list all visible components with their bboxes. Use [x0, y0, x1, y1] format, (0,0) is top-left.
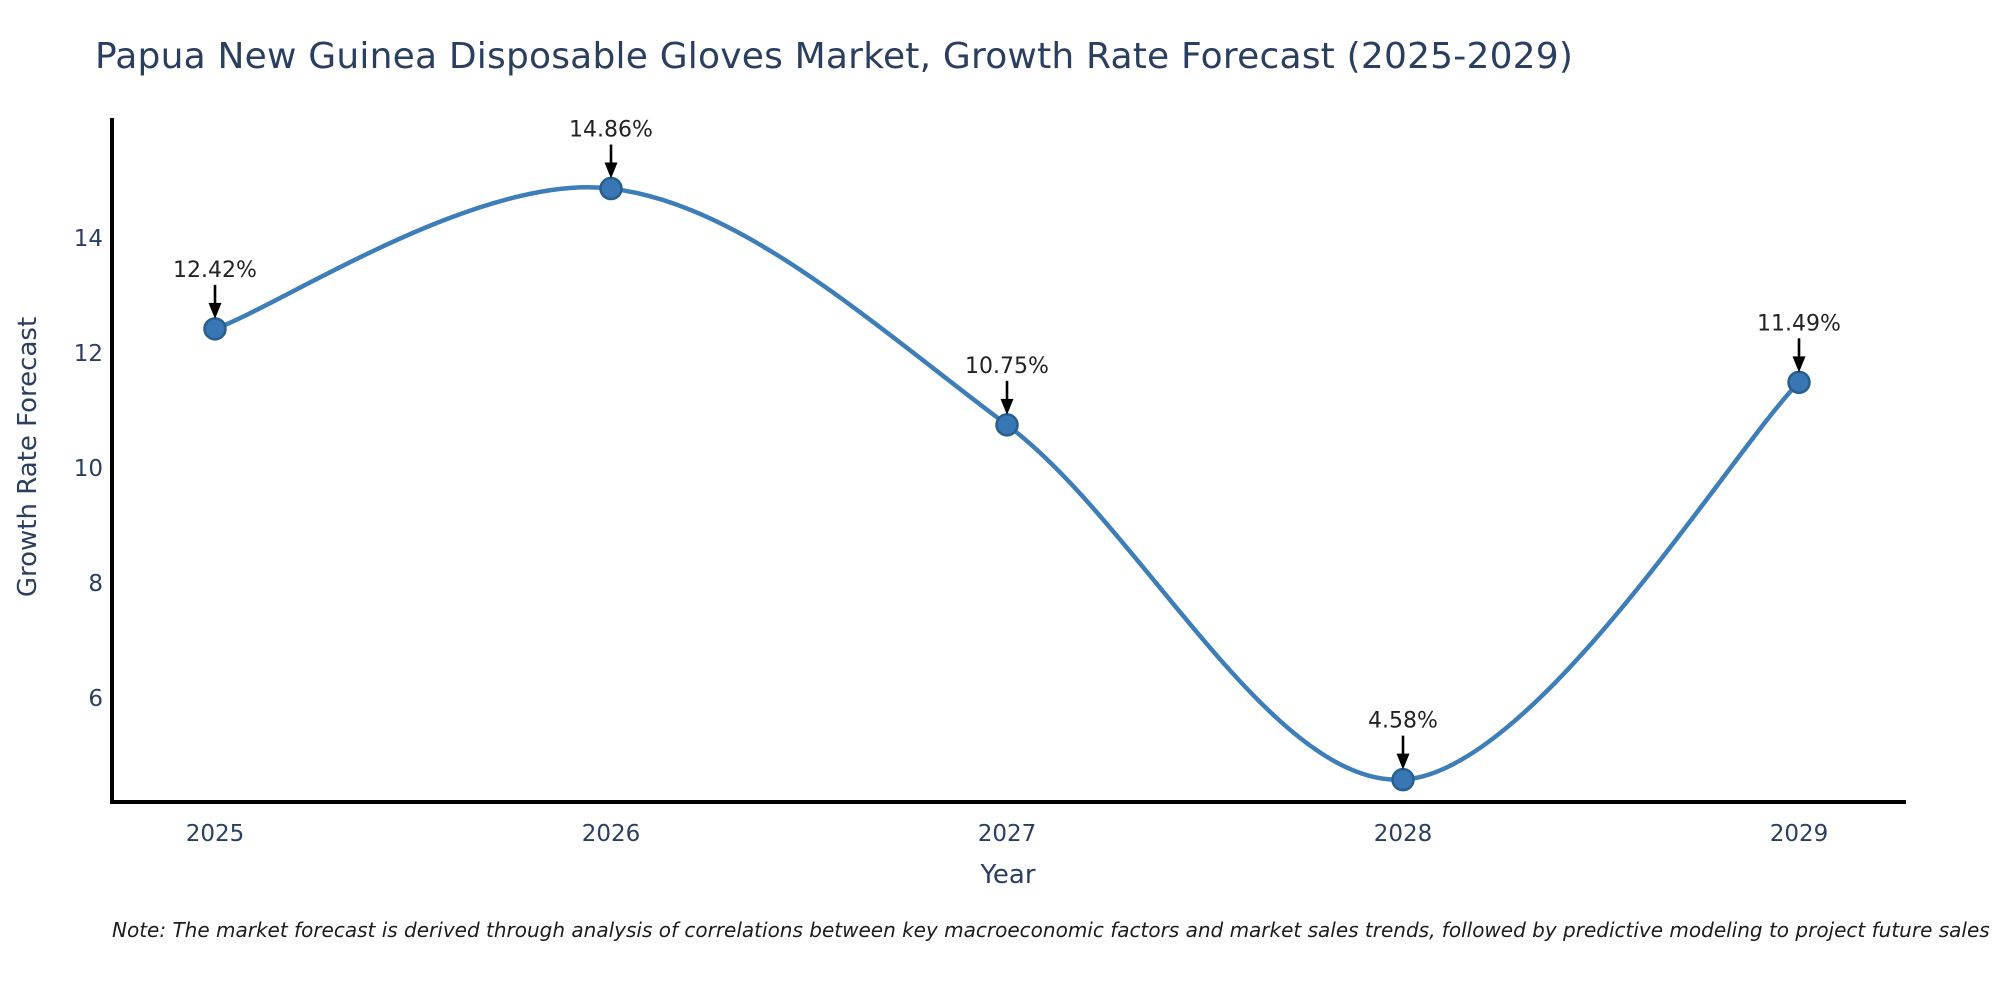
point-annotation-label: 10.75%	[965, 354, 1049, 379]
point-annotation-label: 12.42%	[173, 258, 257, 283]
point-annotation-label: 14.86%	[569, 118, 653, 143]
data-point-marker	[1787, 370, 1811, 395]
data-point-marker	[203, 317, 227, 341]
y-tick-label: 8	[88, 571, 103, 597]
y-axis-title: Growth Rate Forecast	[13, 316, 43, 598]
data-point-marker	[995, 413, 1019, 437]
chart-title: Papua New Guinea Disposable Gloves Marke…	[95, 36, 1574, 77]
y-tick-label: 10	[74, 456, 103, 482]
point-annotation-label: 11.49%	[1757, 311, 1841, 336]
annotation-arrowhead	[1792, 356, 1806, 373]
forecast-spline-line	[212, 185, 1802, 782]
x-tick-label: 2028	[1374, 821, 1433, 847]
point-annotation-label: 4.58%	[1368, 709, 1438, 734]
y-tick-label: 12	[74, 341, 103, 367]
x-tick-label: 2029	[1770, 821, 1829, 847]
x-axis-title: Year	[980, 860, 1036, 890]
annotation-arrowhead	[1000, 398, 1014, 415]
x-tick-label: 2026	[582, 821, 641, 847]
chart-footnote: Note: The market forecast is derived thr…	[112, 918, 1990, 942]
data-point-marker	[599, 176, 623, 201]
x-tick-label: 2025	[186, 821, 245, 847]
x-tick-label: 2027	[978, 821, 1037, 847]
y-tick-label: 14	[74, 226, 103, 252]
y-tick-label: 6	[88, 686, 103, 712]
annotation-arrowhead	[1396, 753, 1410, 770]
data-point-marker	[1391, 767, 1415, 792]
annotation-arrowhead	[208, 302, 222, 319]
annotation-arrowhead	[604, 162, 618, 179]
